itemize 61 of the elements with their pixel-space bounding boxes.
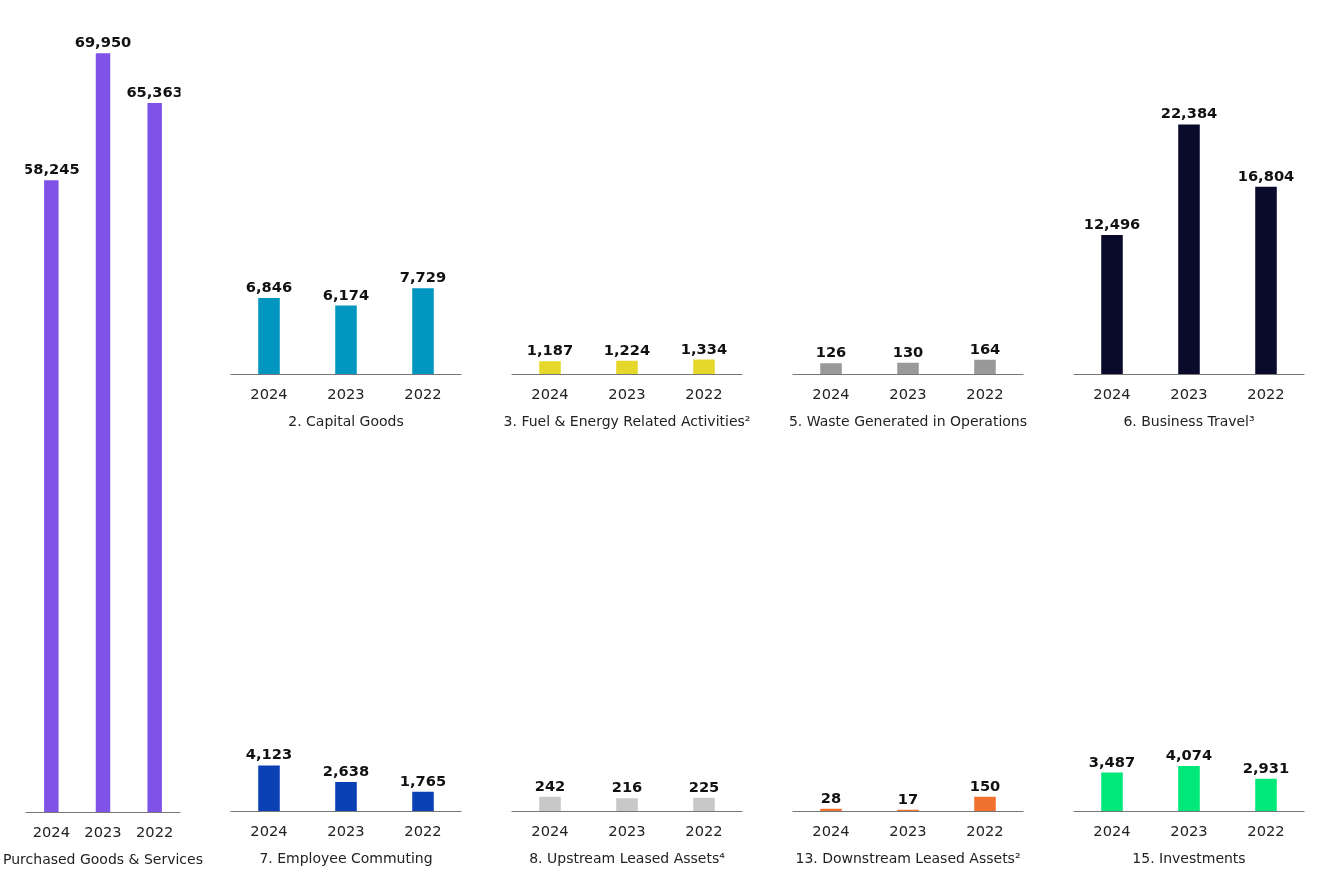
data-label: 7,729 xyxy=(399,268,447,286)
data-label: 225 xyxy=(688,777,720,795)
data-label: 6,174 xyxy=(322,285,370,303)
x-tick-label: 2023 xyxy=(608,821,646,839)
data-label: 1,334 xyxy=(680,339,728,357)
x-tick-label: 2023 xyxy=(327,384,365,402)
x-tick-label: 2023 xyxy=(1170,821,1208,839)
text: 2. Capital Goods xyxy=(288,412,404,429)
data-label: 1,187 xyxy=(526,341,574,359)
x-tick-label: 2024 xyxy=(531,384,569,402)
x-tick-label: 2022 xyxy=(966,821,1004,839)
data-label: 16,804 xyxy=(1237,166,1295,184)
text: 3. Fuel & Energy Related Activities² xyxy=(503,412,751,429)
text: 15. Investments xyxy=(1132,849,1246,866)
data-label: 12,496 xyxy=(1083,214,1141,232)
data-label: 1,765 xyxy=(399,771,447,789)
data-label: 164 xyxy=(969,339,1001,357)
x-tick-label: 2024 xyxy=(531,821,569,839)
data-label: 126 xyxy=(815,343,847,361)
text: 6. Business Travel³ xyxy=(1123,412,1255,429)
x-tick-label: 2022 xyxy=(1247,821,1285,839)
data-label: 216 xyxy=(611,778,643,796)
data-label: 4,123 xyxy=(245,745,293,763)
data-label: 2,931 xyxy=(1242,758,1290,776)
text: 7. Employee Commuting xyxy=(259,849,433,866)
data-label: 2,638 xyxy=(322,762,370,780)
x-tick-label: 2024 xyxy=(32,822,70,840)
data-label: 130 xyxy=(892,342,924,360)
x-tick-label: 2023 xyxy=(889,384,927,402)
data-label: 28 xyxy=(820,788,842,806)
data-label: 3,487 xyxy=(1088,752,1136,770)
x-tick-label: 2024 xyxy=(1093,384,1131,402)
x-tick-label: 2024 xyxy=(250,821,288,839)
data-label: 69,950 xyxy=(74,33,132,51)
x-tick-label: 2023 xyxy=(1170,384,1208,402)
data-label: 242 xyxy=(534,776,566,794)
x-tick-label: 2022 xyxy=(404,384,442,402)
data-label: 150 xyxy=(969,776,1001,794)
data-label: 4,074 xyxy=(1165,745,1213,763)
x-tick-label: 2024 xyxy=(1093,821,1131,839)
x-tick-label: 2022 xyxy=(1247,384,1285,402)
text: 13. Downstream Leased Assets² xyxy=(795,849,1021,866)
text: 5. Waste Generated in Operations xyxy=(788,412,1028,429)
x-tick-label: 2024 xyxy=(250,384,288,402)
x-tick-label: 2023 xyxy=(889,821,927,839)
x-tick-label: 2022 xyxy=(404,821,442,839)
x-tick-label: 2022 xyxy=(685,821,723,839)
text: 8. Upstream Leased Assets⁴ xyxy=(529,849,726,866)
x-tick-label: 2022 xyxy=(136,822,174,840)
x-tick-label: 2023 xyxy=(84,822,122,840)
x-tick-label: 2022 xyxy=(966,384,1004,402)
data-label: 17 xyxy=(897,789,919,807)
text: Purchased Goods & Services xyxy=(3,850,203,867)
data-label: 6,846 xyxy=(245,278,293,296)
x-tick-label: 2022 xyxy=(685,384,723,402)
x-tick-label: 2023 xyxy=(327,821,365,839)
x-tick-label: 2024 xyxy=(812,821,850,839)
data-label: 1,224 xyxy=(603,340,651,358)
x-tick-label: 2023 xyxy=(608,384,646,402)
data-label: 22,384 xyxy=(1160,104,1218,122)
x-tick-label: 2024 xyxy=(812,384,850,402)
